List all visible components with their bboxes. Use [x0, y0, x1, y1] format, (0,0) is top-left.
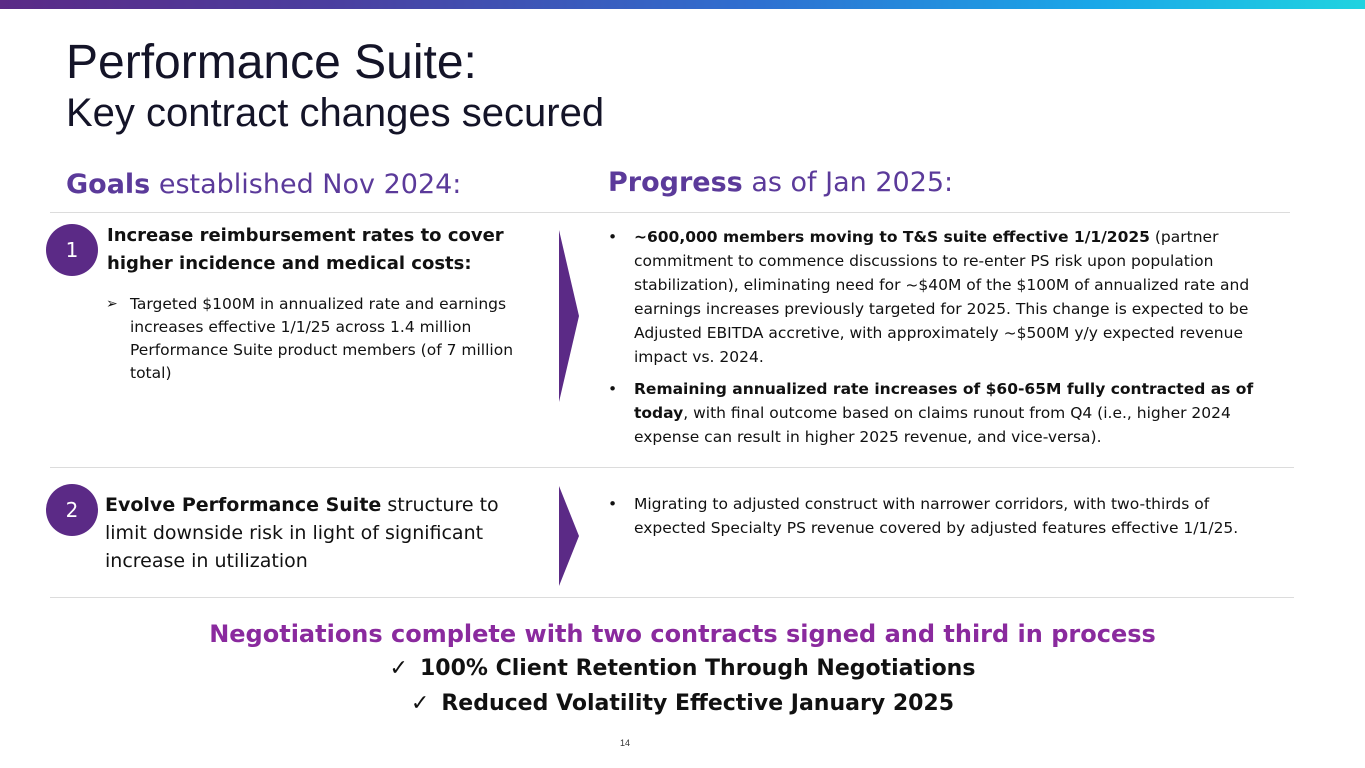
bullet-dot-icon: •	[608, 380, 618, 398]
checkmark-icon: ✓	[389, 656, 408, 681]
goal-number-badge: 2	[46, 484, 98, 536]
progress-bullet-1-bold: ~600,000 members moving to T&S suite eff…	[634, 228, 1150, 246]
goal-1-sub-bullet-text: Targeted $100M in annualized rate and ea…	[130, 295, 514, 382]
progress-bullet-3-rest: Migrating to adjusted construct with nar…	[634, 495, 1239, 537]
checkmark-icon: ✓	[410, 691, 430, 716]
top-gradient-bar	[0, 0, 1365, 9]
progress-column-heading: Progress as of Jan 2025:	[608, 166, 953, 200]
summary-item: ✓ Reduced Volatility Effective January 20…	[0, 687, 1365, 721]
goals-column-heading: Goals established Nov 2024:	[66, 168, 461, 202]
progress-bullet-2-rest: , with final outcome based on claims run…	[634, 404, 1231, 446]
goal-2-heading-rest: structure to limit downside risk in ligh…	[105, 494, 499, 572]
progress-bullet-3: • Migrating to adjusted construct with n…	[608, 492, 1284, 540]
chevron-right-icon	[559, 230, 579, 402]
progress-bullet-1: • ~600,000 members moving to T&S suite e…	[608, 225, 1284, 369]
divider-bottom	[50, 597, 1294, 598]
summary-headline: Negotiations complete with two contracts…	[209, 620, 1156, 648]
goal-2-heading-bold: Evolve Performance Suite	[105, 494, 382, 516]
summary-item: ✓ 100% Client Retention Through Negotiati…	[0, 652, 1365, 686]
goal-1-sub-bullet: ➢ Targeted $100M in annualized rate and …	[106, 293, 535, 385]
bullet-dot-icon: •	[608, 228, 618, 246]
goals-heading-bold: Goals	[66, 169, 151, 200]
goal-1-heading: Increase reimbursement rates to cover hi…	[107, 225, 504, 274]
arrowhead-bullet-icon: ➢	[106, 296, 118, 312]
bullet-dot-icon: •	[608, 495, 618, 513]
summary-item-text: Reduced Volatility Effective January 202…	[441, 691, 955, 716]
goal-2-heading: Evolve Performance Suite structure to li…	[105, 491, 545, 575]
summary-item-text: 100% Client Retention Through Negotiatio…	[419, 656, 976, 681]
divider-middle	[50, 467, 1294, 468]
progress-bullet-2-bold: Remaining annualized rate increases of $…	[634, 380, 1254, 422]
slide-subtitle: Key contract changes secured	[66, 91, 605, 135]
progress-heading-rest: as of Jan 2025:	[742, 167, 954, 198]
goals-heading-rest: established Nov 2024:	[150, 169, 462, 200]
divider-top	[50, 212, 1290, 213]
progress-heading-bold: Progress	[608, 167, 743, 198]
goal-number-badge: 1	[46, 224, 98, 276]
page-number: 14	[619, 738, 630, 748]
progress-bullet-2: • Remaining annualized rate increases of…	[608, 377, 1284, 449]
slide-title: Performance Suite:	[66, 36, 477, 89]
chevron-right-icon	[559, 486, 579, 586]
progress-bullet-1-rest: (partner commitment to commence discussi…	[634, 228, 1250, 366]
